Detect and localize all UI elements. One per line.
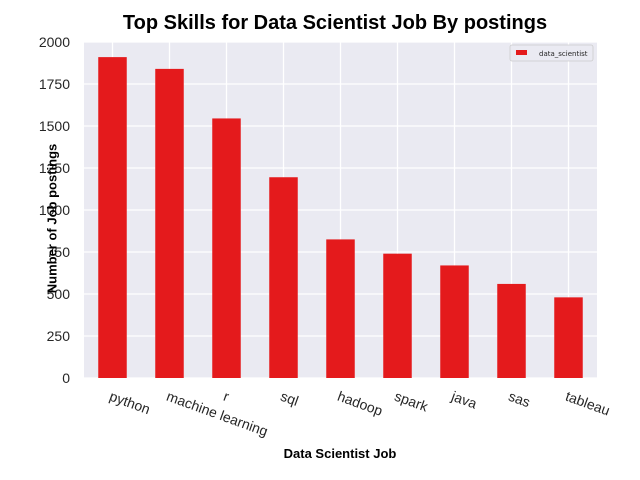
y-tick-label: 2000 [39,34,70,50]
bar-sql [269,177,298,378]
y-tick-label: 0 [62,370,70,386]
bar-r [212,118,241,378]
y-tick-label: 1000 [39,202,70,218]
bar-sas [497,283,526,378]
legend-label: data_scientist [539,50,588,58]
legend: data_scientist [509,44,594,62]
x-tick-label: python [107,388,152,417]
y-axis-ticks: 0 250 500 750 1000 1250 1500 1750 2000 [39,34,70,386]
x-tick-label: r [221,388,231,405]
x-tick-label: sql [278,388,300,409]
x-tick-label: java [449,387,480,411]
y-axis-label: Number of Job postings [44,143,60,294]
x-tick-label: spark [392,388,431,415]
bar-python [98,57,127,379]
chart-title: Top Skills for Data Scientist Job By pos… [122,12,548,34]
bar-spark [383,253,412,378]
y-tick-label: 500 [47,286,71,302]
legend-box [509,44,594,62]
legend-swatch [516,50,527,55]
x-tick-label: tableau [563,388,612,419]
bar-java [440,265,469,378]
bars [98,57,583,379]
y-tick-label: 1250 [39,160,70,176]
y-tick-label: 1500 [39,118,70,134]
x-tick-label: sas [506,388,532,410]
bar-machine-learning [155,68,184,378]
x-tick-label: machine learning [164,388,270,440]
x-axis-label: Data Scientist Job [283,446,397,461]
y-tick-label: 1750 [39,76,70,92]
y-tick-label: 250 [47,328,71,344]
x-tick-label: hadoop [335,388,385,419]
y-tick-label: 750 [47,244,71,260]
bar-tableau [554,297,583,378]
bar-hadoop [326,239,355,378]
